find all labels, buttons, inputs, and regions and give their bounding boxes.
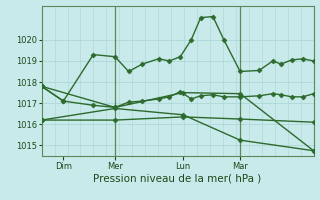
- X-axis label: Pression niveau de la mer( hPa ): Pression niveau de la mer( hPa ): [93, 173, 262, 183]
